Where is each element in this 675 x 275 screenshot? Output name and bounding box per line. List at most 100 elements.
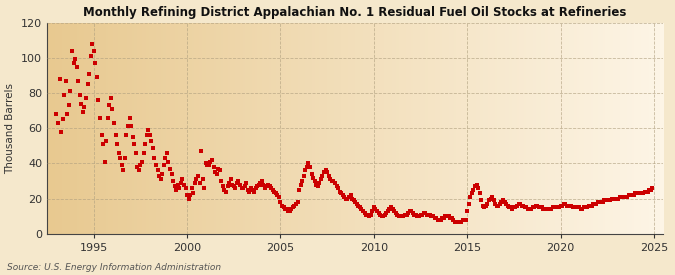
- Point: [284, 209, 295, 213]
- Point: [92, 75, 103, 79]
- Point: [634, 191, 645, 196]
- Point: [535, 205, 546, 210]
- Point: [281, 207, 292, 211]
- Point: [611, 196, 622, 201]
- Point: [539, 207, 550, 211]
- Point: [87, 42, 98, 46]
- Point: [466, 191, 477, 196]
- Point: [420, 211, 431, 215]
- Point: [562, 204, 572, 208]
- Point: [394, 214, 404, 219]
- Point: [402, 211, 413, 215]
- Point: [440, 214, 451, 219]
- Point: [319, 170, 329, 174]
- Point: [153, 168, 163, 173]
- Point: [225, 177, 236, 182]
- Point: [271, 191, 281, 196]
- Point: [398, 214, 409, 219]
- Point: [53, 121, 63, 125]
- Point: [68, 61, 79, 65]
- Point: [174, 186, 185, 190]
- Point: [236, 186, 247, 190]
- Point: [610, 196, 620, 201]
- Point: [589, 202, 600, 206]
- Point: [400, 212, 410, 217]
- Point: [232, 181, 242, 185]
- Point: [331, 184, 342, 189]
- Point: [141, 133, 152, 138]
- Point: [261, 184, 272, 189]
- Point: [580, 205, 591, 210]
- Point: [594, 200, 605, 204]
- Point: [418, 211, 429, 215]
- Point: [512, 204, 522, 208]
- Point: [356, 207, 367, 211]
- Point: [166, 172, 177, 176]
- Point: [105, 96, 116, 100]
- Point: [217, 184, 228, 189]
- Point: [230, 186, 241, 190]
- Point: [346, 196, 357, 201]
- Point: [607, 196, 618, 201]
- Point: [186, 186, 197, 190]
- Point: [157, 172, 167, 176]
- Point: [99, 160, 110, 164]
- Point: [202, 163, 213, 167]
- Point: [124, 116, 135, 120]
- Point: [557, 204, 568, 208]
- Point: [414, 214, 425, 219]
- Point: [260, 186, 271, 190]
- Point: [165, 167, 176, 171]
- Point: [132, 165, 142, 169]
- Point: [148, 145, 159, 150]
- Point: [209, 165, 219, 169]
- Point: [129, 142, 140, 146]
- Point: [277, 204, 288, 208]
- Point: [84, 72, 95, 76]
- Point: [185, 193, 196, 197]
- Point: [250, 186, 261, 190]
- Point: [306, 172, 317, 176]
- Point: [631, 191, 642, 196]
- Point: [183, 196, 194, 201]
- Point: [482, 202, 493, 206]
- Point: [390, 211, 401, 215]
- Point: [605, 198, 616, 203]
- Y-axis label: Thousand Barrels: Thousand Barrels: [5, 83, 16, 174]
- Point: [558, 202, 569, 206]
- Point: [597, 200, 608, 204]
- Point: [207, 158, 217, 162]
- Point: [323, 174, 334, 178]
- Point: [529, 205, 539, 210]
- Point: [161, 151, 172, 155]
- Point: [603, 198, 614, 203]
- Point: [373, 211, 384, 215]
- Point: [636, 191, 647, 196]
- Point: [90, 61, 101, 65]
- Point: [450, 219, 460, 224]
- Point: [171, 188, 182, 192]
- Point: [375, 212, 385, 217]
- Point: [176, 181, 186, 185]
- Point: [191, 177, 202, 182]
- Point: [396, 214, 407, 219]
- Point: [423, 212, 434, 217]
- Point: [211, 172, 222, 176]
- Point: [286, 207, 297, 211]
- Point: [135, 163, 146, 167]
- Point: [554, 205, 564, 210]
- Point: [481, 204, 491, 208]
- Point: [354, 205, 365, 210]
- Point: [182, 193, 192, 197]
- Point: [643, 189, 653, 194]
- Point: [288, 205, 298, 210]
- Point: [574, 205, 585, 210]
- Point: [439, 216, 450, 220]
- Point: [93, 98, 104, 102]
- Point: [56, 130, 67, 134]
- Point: [74, 92, 85, 97]
- Point: [85, 54, 96, 58]
- Point: [513, 202, 524, 206]
- Point: [625, 193, 636, 197]
- Point: [313, 184, 323, 189]
